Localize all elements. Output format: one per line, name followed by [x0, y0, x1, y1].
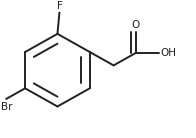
Text: F: F — [57, 1, 63, 11]
Text: O: O — [132, 20, 140, 30]
Text: Br: Br — [1, 102, 12, 112]
Text: OH: OH — [160, 48, 176, 58]
